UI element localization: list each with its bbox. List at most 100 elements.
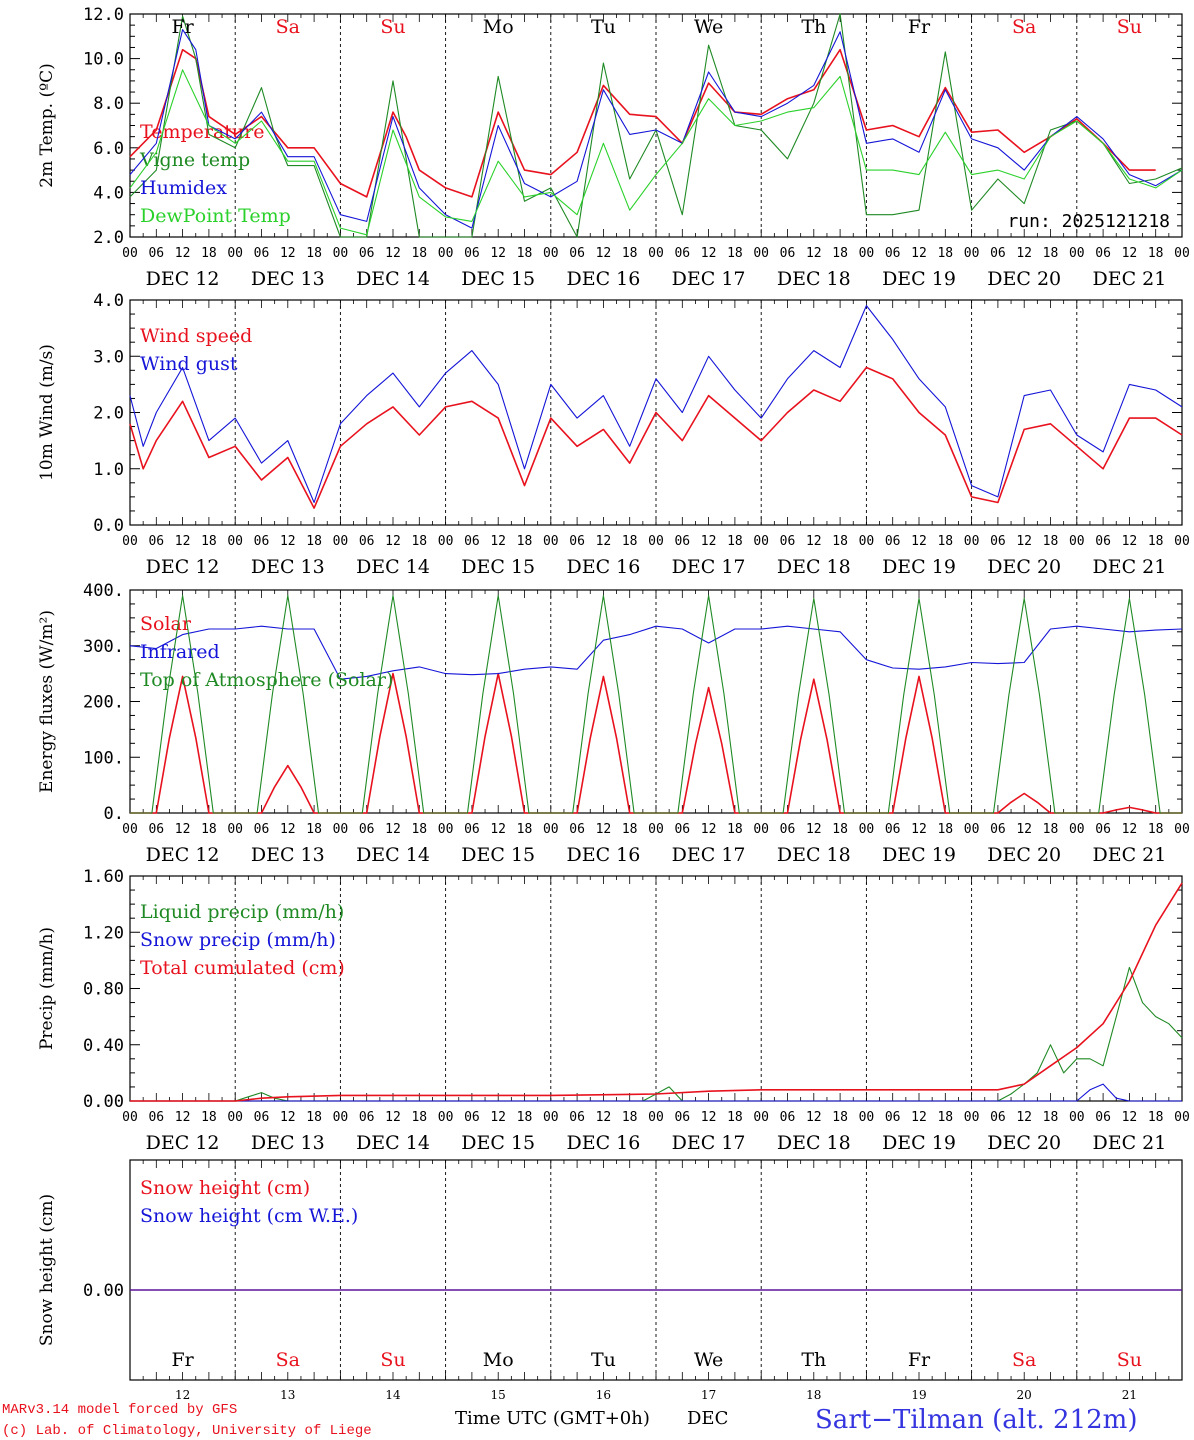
series-line-infrared: [129, 625, 1183, 680]
hour-tick-label: 06: [885, 822, 901, 837]
day-number-label: 15: [491, 1388, 506, 1402]
date-label: DEC 14: [356, 268, 430, 290]
hour-tick-label: 18: [517, 246, 533, 261]
hour-tick-label: 00: [438, 1110, 454, 1125]
hour-tick-label: 12: [490, 1110, 506, 1125]
hour-tick-label: 00: [1174, 822, 1190, 837]
hour-tick-label: 12: [701, 1110, 717, 1125]
day-number-label: 21: [1122, 1388, 1137, 1402]
hour-tick-label: 18: [517, 1110, 533, 1125]
y-axis-label: Energy fluxes (W/m²): [37, 610, 57, 793]
y-tick-label: 2.0: [93, 228, 124, 248]
plot-frame-3: [129, 589, 1183, 814]
date-label: DEC 16: [566, 268, 640, 290]
hour-tick-label: 06: [780, 534, 796, 549]
weekday-label: Su: [1117, 16, 1142, 38]
hour-tick-label: 18: [832, 534, 848, 549]
hour-tick-label: 00: [333, 534, 349, 549]
hour-tick-label: 00: [227, 1110, 243, 1125]
date-label: DEC 15: [461, 1132, 535, 1154]
hour-tick-label: 00: [122, 1110, 138, 1125]
day-number-label: 20: [1017, 1388, 1032, 1402]
hour-tick-label: 06: [254, 246, 270, 261]
date-label: DEC 16: [566, 1132, 640, 1154]
hour-tick-label: 18: [201, 1110, 217, 1125]
date-label: DEC 21: [1092, 1132, 1166, 1154]
hour-tick-label: 18: [727, 534, 743, 549]
weekday-label: Tu: [591, 1349, 616, 1371]
hour-tick-label: 06: [674, 246, 690, 261]
y-tick-label: 1.0: [93, 460, 124, 480]
hour-tick-label: 06: [464, 534, 480, 549]
series-line-liquid-precip-mm-h-: [130, 966, 1183, 1102]
y-tick-label: 0.40: [83, 1036, 124, 1056]
hour-tick-label: 12: [701, 246, 717, 261]
hour-tick-label: 00: [964, 1110, 980, 1125]
day-number-label: 12: [175, 1388, 190, 1402]
hour-tick-label: 06: [780, 246, 796, 261]
day-number-label: 17: [701, 1388, 716, 1402]
hour-tick-label: 18: [411, 822, 427, 837]
date-label: DEC 21: [1092, 844, 1166, 866]
hour-tick-label: 12: [1122, 246, 1138, 261]
hour-tick-label: 06: [359, 822, 375, 837]
hour-tick-label: 18: [306, 534, 322, 549]
date-label: DEC 19: [882, 844, 956, 866]
hour-tick-label: 00: [859, 534, 875, 549]
hour-tick-label: 12: [385, 1110, 401, 1125]
hour-tick-label: 00: [964, 246, 980, 261]
y-tick-label: 0.0: [93, 516, 124, 536]
y-tick-label: 0.80: [83, 980, 124, 1000]
hour-tick-label: 00: [753, 534, 769, 549]
date-label: DEC 15: [461, 556, 535, 578]
hour-tick-label: 06: [464, 1110, 480, 1125]
hour-tick-label: 18: [411, 1110, 427, 1125]
hour-tick-label: 00: [648, 534, 664, 549]
day-number-label: 13: [280, 1388, 295, 1402]
date-label: DEC 20: [987, 844, 1061, 866]
hour-tick-label: 12: [1122, 534, 1138, 549]
y-axis-label: 10m Wind (m/s): [37, 344, 57, 481]
hour-tick-label: 18: [937, 246, 953, 261]
y-axis-label: Precip (mm/h): [37, 927, 57, 1050]
hour-tick-label: 12: [280, 534, 296, 549]
hour-tick-label: 12: [1122, 822, 1138, 837]
hour-tick-label: 12: [1016, 822, 1032, 837]
legend-entry: Total cumulated (cm): [140, 957, 345, 979]
y-tick-label: 3.0: [93, 347, 124, 367]
hour-tick-label: 00: [964, 822, 980, 837]
y-tick-label: 300.: [83, 637, 124, 657]
hour-tick-label: 12: [175, 1110, 191, 1125]
date-label: DEC 21: [1092, 556, 1166, 578]
hour-tick-label: 06: [359, 246, 375, 261]
y-tick-label: 0.: [104, 804, 124, 824]
hour-tick-label: 18: [937, 1110, 953, 1125]
hour-tick-label: 12: [911, 534, 927, 549]
hour-tick-label: 00: [438, 822, 454, 837]
weekday-label: Sa: [276, 16, 300, 38]
y-tick-label: 4.0: [93, 291, 124, 311]
hour-tick-label: 06: [885, 246, 901, 261]
hour-tick-label: 00: [333, 822, 349, 837]
date-label: DEC 17: [672, 556, 746, 578]
hour-tick-label: 00: [753, 822, 769, 837]
date-label: DEC 20: [987, 1132, 1061, 1154]
date-label: DEC 14: [356, 844, 430, 866]
weekday-label: Fr: [171, 1349, 194, 1371]
hour-tick-label: 00: [753, 246, 769, 261]
hour-tick-label: 00: [227, 534, 243, 549]
hour-tick-label: 06: [1095, 822, 1111, 837]
hour-tick-label: 06: [569, 534, 585, 549]
hour-tick-label: 06: [780, 822, 796, 837]
hour-tick-label: 06: [885, 1110, 901, 1125]
date-label: DEC 19: [882, 1132, 956, 1154]
hour-tick-label: 00: [1069, 1110, 1085, 1125]
hour-tick-label: 18: [727, 1110, 743, 1125]
date-label: DEC 16: [566, 844, 640, 866]
hour-tick-label: 12: [596, 246, 612, 261]
hour-tick-label: 06: [148, 822, 164, 837]
y-tick-label: 4.0: [93, 183, 124, 203]
y-tick-label: 8.0: [93, 94, 124, 114]
hour-tick-label: 12: [175, 822, 191, 837]
weekday-label: Fr: [908, 1349, 931, 1371]
